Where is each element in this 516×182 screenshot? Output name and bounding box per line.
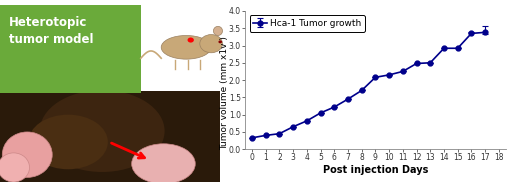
Text: Tumor volume (mm x1v ): Tumor volume (mm x1v ) xyxy=(220,36,229,150)
Legend: Hca-1 Tumor growth: Hca-1 Tumor growth xyxy=(250,15,365,32)
Ellipse shape xyxy=(214,26,222,35)
Ellipse shape xyxy=(28,115,108,169)
Bar xyxy=(0,91,220,182)
Circle shape xyxy=(187,37,194,43)
Ellipse shape xyxy=(161,35,211,59)
Ellipse shape xyxy=(132,144,195,182)
Circle shape xyxy=(218,40,222,43)
Ellipse shape xyxy=(200,35,222,53)
X-axis label: Post injection Days: Post injection Days xyxy=(322,165,428,175)
Ellipse shape xyxy=(2,132,52,177)
Ellipse shape xyxy=(0,153,29,182)
FancyBboxPatch shape xyxy=(0,5,141,93)
Text: Heterotopic
tumor model: Heterotopic tumor model xyxy=(9,16,93,46)
Bar xyxy=(0,0,227,95)
Ellipse shape xyxy=(40,90,165,172)
